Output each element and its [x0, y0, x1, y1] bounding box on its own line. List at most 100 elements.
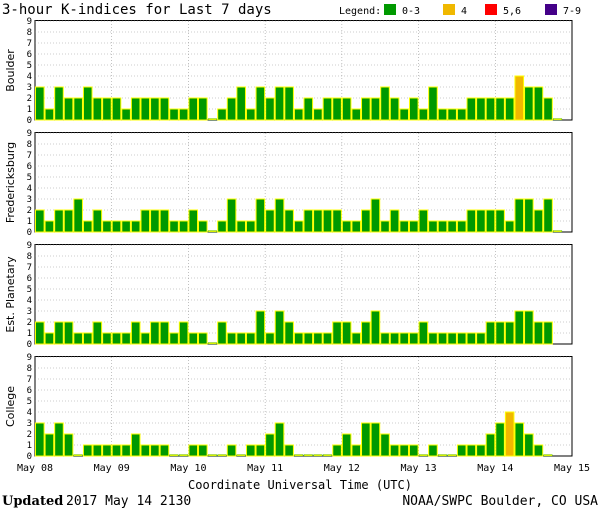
k-bar	[54, 209, 64, 233]
k-bar	[54, 321, 64, 345]
k-bar	[447, 108, 457, 121]
k-bar	[466, 97, 477, 121]
source-credit: NOAA/SWPC Boulder, CO USA	[402, 494, 598, 509]
k-bar	[169, 220, 179, 233]
k-bar	[217, 108, 227, 121]
k-bar	[188, 97, 199, 121]
y-tick-label: 3	[27, 307, 32, 317]
k-bar	[524, 86, 534, 121]
y-tick-label: 1	[27, 441, 32, 451]
y-tick-label: 6	[27, 162, 32, 172]
k-bar	[111, 220, 122, 233]
k-bar	[121, 220, 131, 233]
k-bar	[322, 332, 333, 345]
k-bar	[217, 321, 227, 345]
k-bar	[245, 220, 256, 233]
legend-swatch-1	[443, 4, 455, 15]
k-bar	[485, 433, 496, 457]
k-bar	[408, 97, 419, 121]
k-bar	[236, 332, 246, 345]
k-bar	[504, 97, 515, 121]
y-tick-label: 8	[27, 252, 32, 262]
k-bar	[207, 454, 217, 457]
k-bar	[332, 321, 342, 345]
k-bar	[428, 86, 438, 121]
k-bar	[294, 454, 304, 457]
k-bar	[361, 321, 371, 345]
k-bar	[438, 454, 447, 457]
k-bar	[303, 97, 314, 121]
k-bar	[169, 332, 179, 345]
k-bar	[226, 444, 237, 457]
k-bar	[121, 444, 131, 457]
y-tick-label: 0	[27, 340, 32, 350]
y-tick-label: 1	[27, 105, 32, 115]
k-bar	[514, 310, 525, 345]
k-bar	[102, 332, 112, 345]
k-bar	[399, 220, 409, 233]
k-bar	[293, 108, 304, 121]
k-bar	[35, 86, 45, 121]
k-bar	[111, 444, 122, 457]
legend-label-2: 5,6	[503, 6, 521, 17]
k-bar	[178, 220, 189, 233]
k-bar	[351, 444, 362, 457]
k-bar	[92, 209, 103, 233]
k-bar	[217, 220, 227, 233]
x-tick-label: May 10	[170, 463, 206, 474]
k-bar	[361, 97, 371, 121]
k-bar	[380, 433, 390, 457]
k-bar	[150, 97, 160, 121]
k-bar	[226, 198, 237, 233]
k-bar	[303, 209, 314, 233]
k-bar	[274, 86, 285, 121]
panels: 0123456789Boulder0123456789Fredericksbur…	[4, 17, 573, 462]
k-bar	[332, 209, 342, 233]
k-bar	[456, 332, 467, 345]
k-bar	[495, 321, 505, 345]
y-tick-label: 4	[27, 184, 32, 194]
k-bar	[533, 444, 544, 457]
y-tick-label: 9	[27, 129, 32, 139]
k-bar	[447, 220, 457, 233]
k-bar	[121, 332, 131, 345]
updated-value: 2017 May 14 2130	[66, 494, 191, 509]
k-bar	[466, 332, 477, 345]
panel-frame	[34, 244, 573, 345]
k-bar	[188, 444, 199, 457]
k-bar	[284, 209, 294, 233]
k-bar	[198, 97, 208, 121]
k-bar	[35, 321, 45, 345]
k-bar	[322, 97, 333, 121]
k-bar	[265, 433, 275, 457]
k-bar	[54, 86, 64, 121]
k-bar	[543, 97, 553, 121]
k-bar	[102, 444, 112, 457]
y-tick-label: 9	[27, 241, 32, 251]
k-bar	[361, 422, 371, 457]
x-tick-label: May 12	[324, 463, 360, 474]
k-bar	[389, 444, 400, 457]
k-bar	[265, 209, 275, 233]
k-bar	[380, 86, 390, 121]
k-bar	[418, 321, 429, 345]
y-tick-label: 1	[27, 217, 32, 227]
y-tick-label: 2	[27, 206, 32, 216]
k-bar	[150, 444, 160, 457]
k-bar	[63, 321, 74, 345]
k-bar	[35, 422, 45, 457]
k-bar	[389, 209, 400, 233]
k-bar	[140, 444, 151, 457]
x-tick-label: May 09	[94, 463, 130, 474]
k-bar	[476, 209, 486, 233]
k-bar	[303, 454, 313, 457]
k-bar	[380, 332, 390, 345]
k-bar	[370, 97, 381, 121]
legend-swatch-3	[545, 4, 557, 15]
x-tick-label: May 13	[401, 463, 437, 474]
y-tick-label: 9	[27, 17, 32, 27]
y-tick-label: 8	[27, 364, 32, 374]
y-tick-label: 4	[27, 72, 32, 82]
k-bar	[245, 332, 256, 345]
